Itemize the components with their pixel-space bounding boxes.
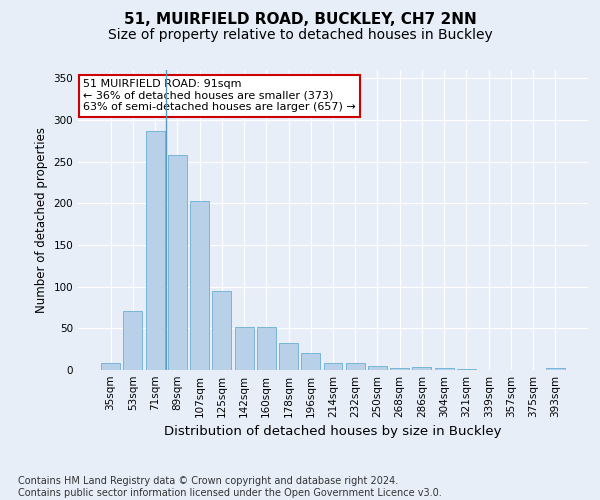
Bar xyxy=(435,368,454,370)
Bar xyxy=(412,366,431,370)
Bar xyxy=(368,366,387,370)
Bar xyxy=(546,368,565,370)
Y-axis label: Number of detached properties: Number of detached properties xyxy=(35,127,48,313)
Text: Size of property relative to detached houses in Buckley: Size of property relative to detached ho… xyxy=(107,28,493,42)
Bar xyxy=(457,369,476,370)
Text: 51, MUIRFIELD ROAD, BUCKLEY, CH7 2NN: 51, MUIRFIELD ROAD, BUCKLEY, CH7 2NN xyxy=(124,12,476,28)
Bar xyxy=(323,364,343,370)
Text: Contains HM Land Registry data © Crown copyright and database right 2024.
Contai: Contains HM Land Registry data © Crown c… xyxy=(18,476,442,498)
Bar xyxy=(301,354,320,370)
Bar xyxy=(279,344,298,370)
Bar xyxy=(190,201,209,370)
Bar xyxy=(146,131,164,370)
X-axis label: Distribution of detached houses by size in Buckley: Distribution of detached houses by size … xyxy=(164,426,502,438)
Bar xyxy=(212,291,231,370)
Text: 51 MUIRFIELD ROAD: 91sqm
← 36% of detached houses are smaller (373)
63% of semi-: 51 MUIRFIELD ROAD: 91sqm ← 36% of detach… xyxy=(83,79,356,112)
Bar xyxy=(257,326,276,370)
Bar xyxy=(390,368,409,370)
Bar xyxy=(101,364,120,370)
Bar xyxy=(168,155,187,370)
Bar xyxy=(235,326,254,370)
Bar xyxy=(346,364,365,370)
Bar xyxy=(124,311,142,370)
